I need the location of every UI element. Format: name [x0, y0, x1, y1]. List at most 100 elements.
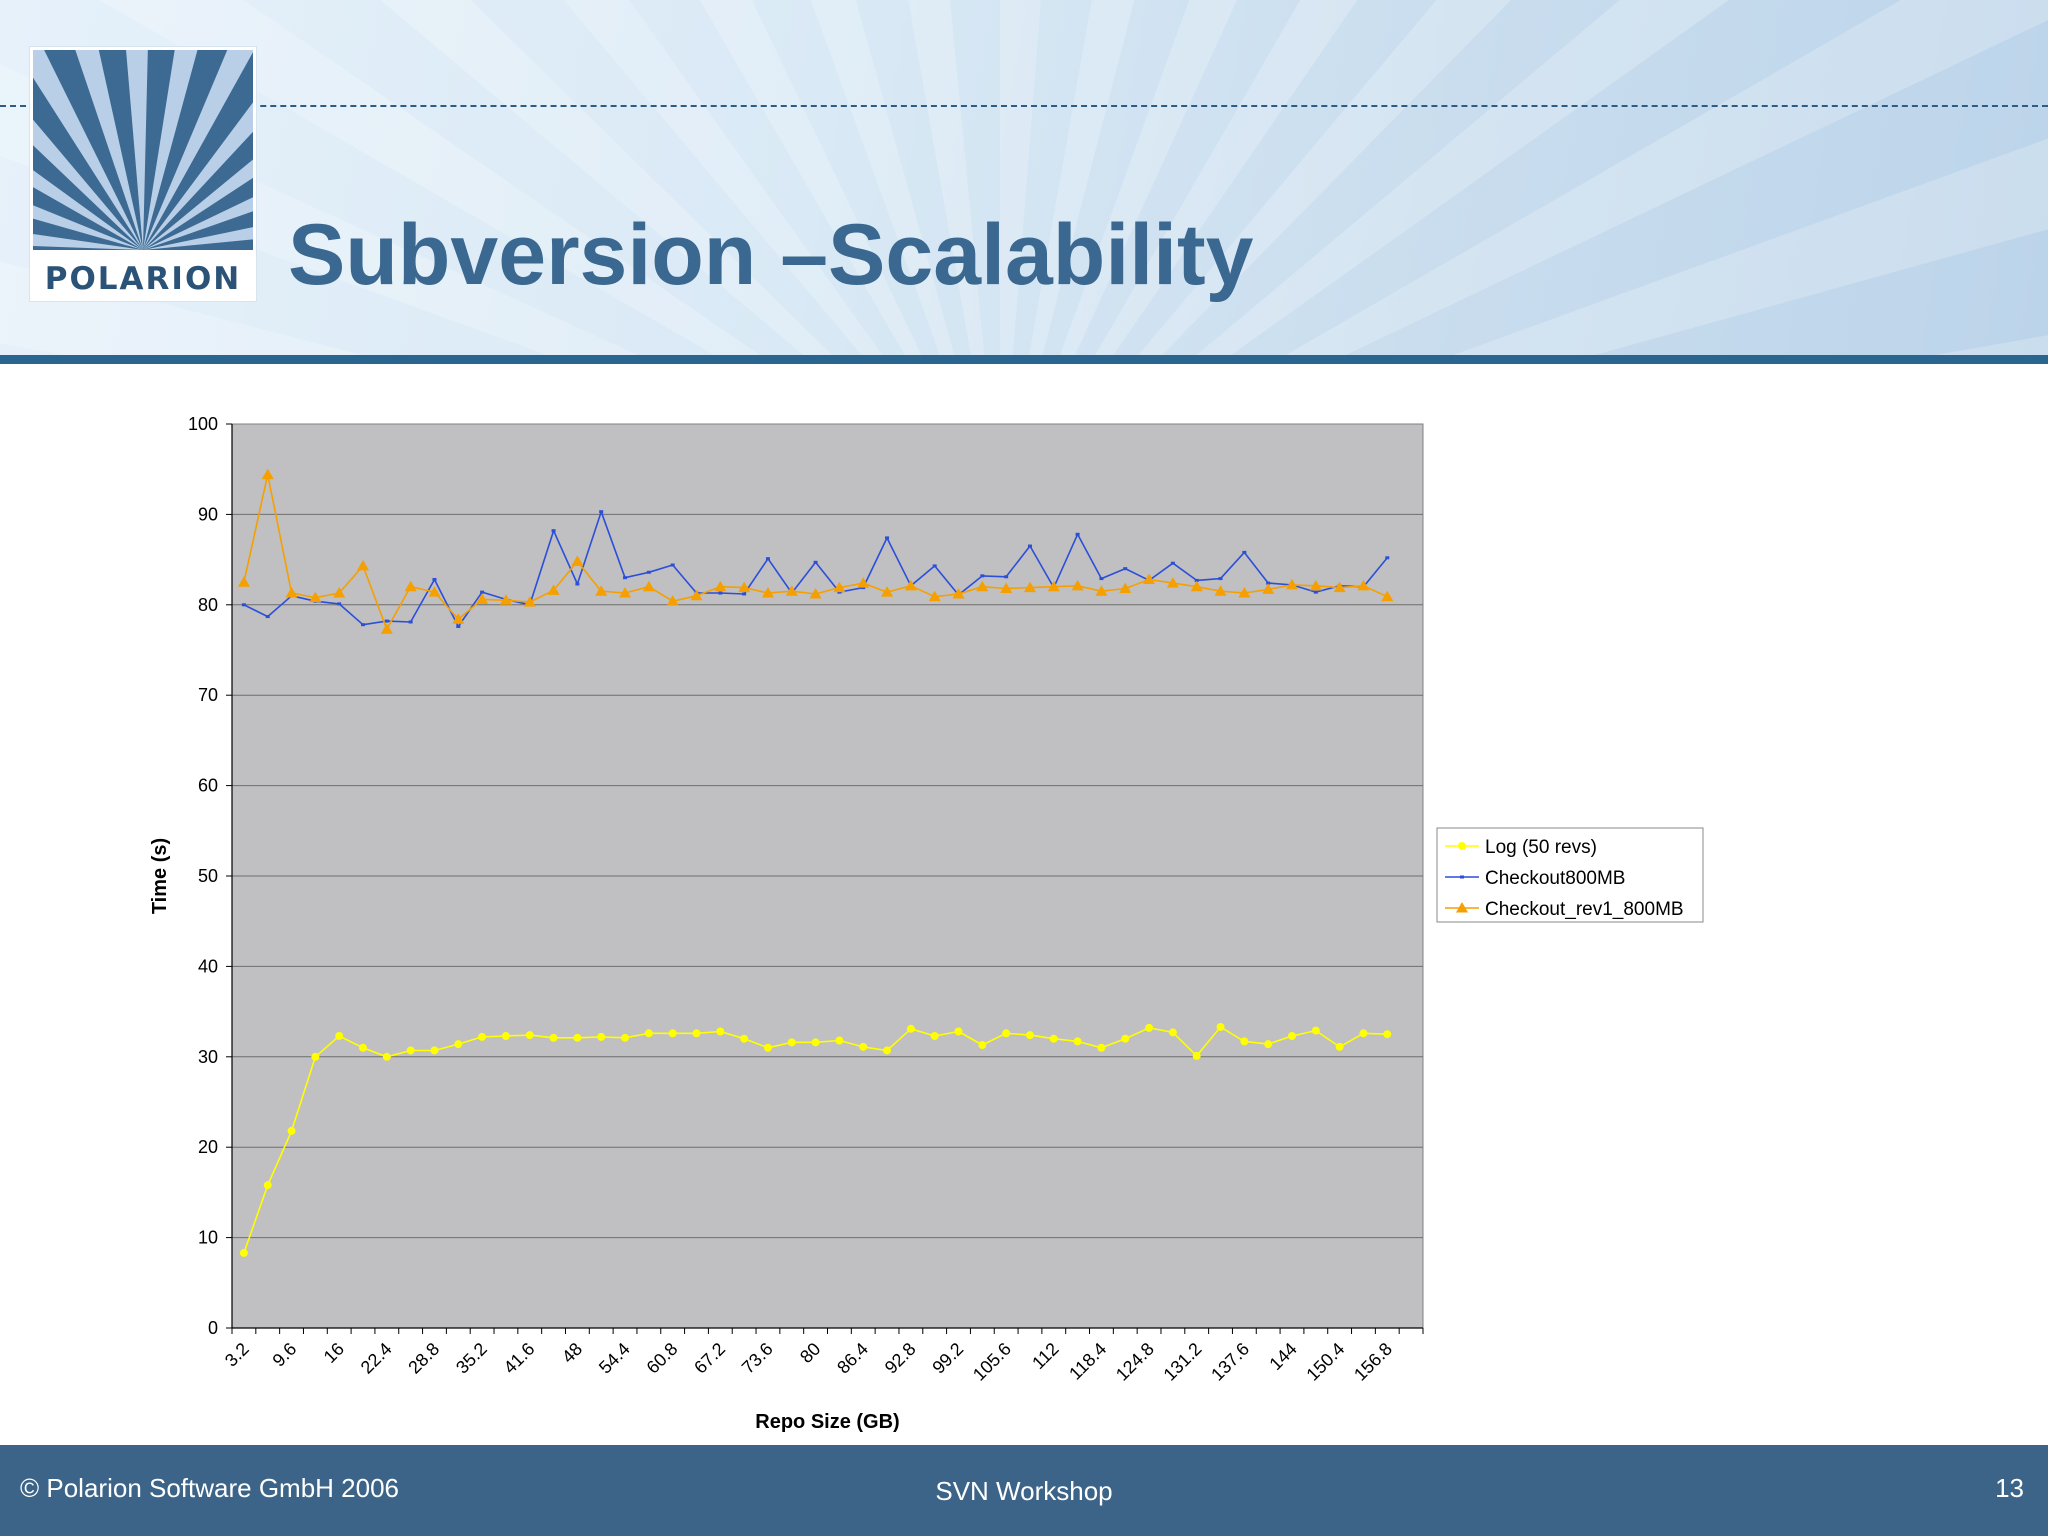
data-point: [787, 1038, 796, 1047]
data-point: [906, 1024, 915, 1033]
data-point: [547, 584, 560, 595]
x-tick-label: 99.2: [928, 1339, 967, 1378]
legend-label: Checkout800MB: [1485, 868, 1625, 889]
data-point: [859, 1042, 868, 1051]
data-point: [932, 564, 937, 568]
data-point: [406, 1046, 415, 1055]
data-point: [952, 587, 965, 599]
header-ray: [1000, 0, 1041, 358]
logo-ray: [126, 50, 148, 250]
header-ray: [563, 0, 885, 358]
data-point: [621, 1033, 630, 1042]
data-point: [1002, 1029, 1011, 1038]
data-point: [1194, 578, 1199, 582]
data-point: [1190, 580, 1203, 592]
data-point: [239, 1248, 248, 1257]
footer-copyright: © Polarion Software GmbH 2006: [20, 1473, 400, 1503]
x-tick-label: 28.8: [404, 1339, 443, 1378]
data-point: [1264, 1040, 1273, 1049]
x-tick-label: 156.8: [1350, 1339, 1396, 1385]
data-point: [309, 591, 322, 603]
y-tick-label: 70: [198, 685, 218, 705]
data-point: [1335, 1042, 1344, 1051]
x-tick-label: 118.4: [1065, 1339, 1110, 1384]
x-tick-label: 67.2: [690, 1339, 729, 1378]
logo-ray: [143, 159, 253, 250]
data-point: [285, 587, 298, 598]
data-point: [1099, 577, 1104, 581]
legend-item: Log (50 revs): [1445, 837, 1597, 858]
data-point: [380, 623, 393, 634]
header-rule: [0, 355, 2048, 364]
data-point: [1145, 1023, 1154, 1032]
y-tick-label: 100: [188, 414, 218, 434]
data-point: [237, 576, 250, 587]
x-tick-label: 131.2: [1160, 1339, 1206, 1385]
data-point: [1143, 573, 1156, 584]
data-point: [930, 1032, 939, 1041]
y-tick-label: 20: [198, 1137, 218, 1157]
data-point: [619, 587, 632, 598]
data-point: [785, 585, 798, 596]
data-point: [384, 619, 389, 623]
data-point: [452, 613, 465, 624]
data-point: [742, 592, 747, 596]
data-point: [1027, 544, 1032, 548]
data-point: [1047, 580, 1060, 592]
legend-label: Log (50 revs): [1485, 837, 1597, 858]
data-point: [718, 591, 723, 595]
data-point: [761, 587, 774, 598]
slide-footer: © Polarion Software GmbH 2006 SVN Worksh…: [0, 1445, 2048, 1536]
data-point: [1240, 1037, 1249, 1046]
data-point: [1214, 585, 1227, 596]
data-point: [811, 1038, 820, 1047]
data-point: [265, 615, 270, 619]
x-tick-label: 60.8: [643, 1339, 682, 1378]
x-axis-title: Repo Size (GB): [755, 1411, 899, 1433]
legend-box: [1436, 827, 1704, 923]
data-point: [1121, 1034, 1130, 1043]
data-point: [287, 1126, 296, 1135]
header-ray: [1918, 335, 2048, 358]
data-point: [1311, 1026, 1320, 1035]
chart-legend: Log (50 revs) Checkout800MB Checkout_rev1_…: [1436, 827, 1704, 923]
data-point: [573, 1033, 582, 1042]
data-point: [361, 623, 366, 627]
data-point: [499, 594, 512, 605]
data-point: [738, 581, 751, 593]
data-point: [1168, 1028, 1177, 1037]
footer-title: SVN Workshop: [935, 1476, 1113, 1506]
data-point: [1242, 550, 1247, 554]
data-point: [1357, 579, 1370, 591]
data-point: [813, 560, 818, 564]
data-point: [1285, 578, 1298, 590]
header-ray: [0, 261, 374, 358]
x-tick-label: 22.4: [357, 1339, 396, 1378]
logo-ray: [33, 233, 143, 250]
data-point: [1309, 579, 1322, 591]
x-tick-label: 35.2: [452, 1339, 491, 1378]
series-3: [237, 468, 1394, 634]
data-point: [1049, 1034, 1058, 1043]
legend-item: Checkout_rev1_800MB: [1445, 899, 1684, 920]
data-point: [980, 574, 985, 578]
data-point: [904, 579, 917, 591]
y-axis-title: Time (s): [149, 838, 171, 914]
header-ray: [1280, 0, 2048, 358]
logo-sunburst-icon: [33, 50, 253, 250]
data-point: [1385, 556, 1390, 560]
header-ray: [1028, 0, 1135, 358]
header-ray: [99, 0, 765, 358]
y-tick-label: 40: [198, 956, 218, 976]
series-1: [239, 1022, 1392, 1257]
header-ray: [1135, 0, 1512, 358]
x-tick-label: 16: [320, 1339, 348, 1367]
data-point: [432, 577, 437, 581]
data-point: [1166, 577, 1179, 588]
x-tick-label: 41.6: [500, 1339, 539, 1378]
data-point: [549, 1033, 558, 1042]
logo-ray: [143, 50, 253, 250]
data-point: [1238, 587, 1251, 598]
data-point: [1333, 581, 1346, 593]
data-point: [690, 589, 703, 601]
